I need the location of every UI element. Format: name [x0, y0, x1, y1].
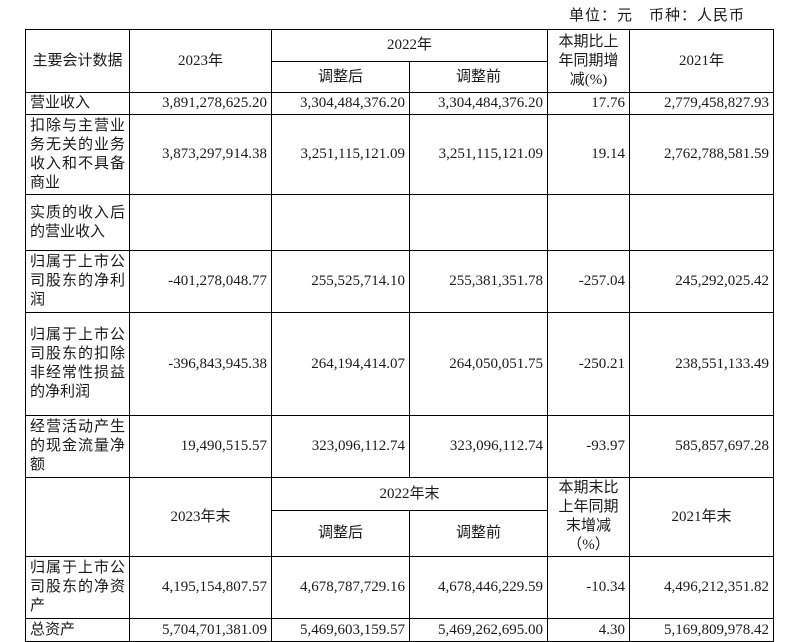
cell-2023: -396,843,945.38 [129, 312, 272, 416]
cell-adjusted-before: 4,678,446,229.59 [408, 556, 549, 619]
cell-change: -257.04 [547, 250, 631, 313]
header-adjusted-after: 调整后 [271, 510, 410, 557]
row-label: 实质的收入后的营业收入 [25, 194, 130, 251]
header-adjusted-after: 调整后 [271, 61, 410, 93]
header-row-4: 调整后 调整前 [26, 510, 774, 557]
unit-currency-label: 单位：元 币种：人民币 [568, 8, 745, 24]
table-row-net-profit: 归属于上市公司股东的净利润 -401,278,048.77 255,525,71… [25, 250, 775, 313]
header-2023-end: 2023年末 [129, 477, 272, 557]
key-accounting-data-table: 主要会计数据 2023年 2022年 本期比上年同期增减(%) 2021年 调整… [25, 29, 775, 642]
header-2022-group: 2022年 [270, 29, 549, 62]
cell-adjusted-after: 323,096,112.74 [271, 415, 410, 478]
row-label: 归属于上市公司股东的净利润 [25, 250, 130, 313]
cell-2021: 2,762,788,581.59 [629, 114, 775, 195]
header-main-indicators: 主要会计数据 [25, 29, 130, 93]
cell-2023: 19,490,515.57 [129, 415, 272, 478]
cell-adjusted-before: 323,096,112.74 [408, 415, 549, 478]
cell-adjusted-after: 3,304,484,376.20 [271, 92, 410, 115]
header-adjusted-before: 调整前 [408, 61, 549, 93]
cell-adjusted-before: 3,251,115,121.09 [408, 114, 549, 195]
cell-change: 17.76 [547, 92, 631, 115]
cell-adjusted-after: 5,469,603,159.57 [271, 618, 410, 642]
row-label: 营业收入 [25, 92, 130, 115]
cell-adjusted-before: 5,469,262,695.00 [408, 618, 549, 642]
header-2022-end-group: 2022年末 [270, 476, 549, 512]
cell-adjusted-before: 255,381,351.78 [408, 250, 549, 313]
header-yoy-change: 本期比上年同期增减(%) [547, 29, 631, 93]
row-label: 扣除与主营业务无关的业务收入和不具备商业 [25, 114, 130, 195]
cell-adjusted-after: 3,251,115,121.09 [271, 114, 410, 195]
table-row-revenue: 营业收入 3,891,278,625.20 3,304,484,376.20 3… [25, 92, 775, 115]
cell-change [547, 194, 631, 251]
table-row-revenue-excl-part2: 实质的收入后的营业收入 [25, 194, 775, 251]
cell-2021 [629, 194, 775, 251]
header-row-3: 2023年末 2022年末 本期末比上年同期末增减（%） 2021年末 [25, 476, 775, 557]
cell-2023: 4,195,154,807.57 [129, 556, 272, 619]
header-2021: 2021年 [629, 29, 775, 93]
table-row-operating-cash-flow: 经营活动产生的现金流量净额 19,490,515.57 323,096,112.… [25, 415, 775, 478]
header-row-1: 主要会计数据 2023年 2022年 本期比上年同期增减(%) 2021年 [25, 29, 775, 93]
cell-2021: 238,551,133.49 [629, 312, 775, 416]
cell-change: 4.30 [547, 618, 631, 642]
cell-2023 [129, 194, 272, 251]
cell-2023: 3,891,278,625.20 [129, 92, 272, 115]
header-2021-end: 2021年末 [629, 477, 775, 557]
cell-2021: 5,169,809,978.42 [629, 618, 775, 642]
row-label: 归属于上市公司股东的净资产 [25, 556, 130, 619]
row-label: 总资产 [25, 618, 130, 642]
cell-adjusted-before [408, 194, 549, 251]
header-blank [25, 477, 130, 557]
cell-adjusted-after: 264,194,414.07 [271, 312, 410, 416]
cell-change: 19.14 [547, 114, 631, 195]
cell-2023: -401,278,048.77 [129, 250, 272, 313]
cell-2023: 3,873,297,914.38 [129, 114, 272, 195]
row-label: 经营活动产生的现金流量净额 [25, 415, 130, 478]
table-row-net-profit-excl-nonrecurring: 归属于上市公司股东的扣除非经常性损益的净利润 -396,843,945.38 2… [25, 312, 775, 416]
table-row-revenue-excl-part1: 扣除与主营业务无关的业务收入和不具备商业 3,873,297,914.38 3,… [25, 114, 775, 195]
row-label: 归属于上市公司股东的扣除非经常性损益的净利润 [25, 312, 130, 416]
cell-2021: 585,857,697.28 [629, 415, 775, 478]
cell-change: -10.34 [547, 556, 631, 619]
table-row-net-assets: 归属于上市公司股东的净资产 4,195,154,807.57 4,678,787… [25, 556, 775, 619]
header-adjusted-before: 调整前 [408, 510, 549, 557]
cell-adjusted-before: 264,050,051.75 [408, 312, 549, 416]
cell-2021: 245,292,025.42 [629, 250, 775, 313]
table-row-total-assets: 总资产 5,704,701,381.09 5,469,603,159.57 5,… [25, 618, 775, 642]
header-row-2: 调整后 调整前 [26, 61, 774, 93]
cell-change: -250.21 [547, 312, 631, 416]
cell-adjusted-after [271, 194, 410, 251]
cell-adjusted-after: 255,525,714.10 [271, 250, 410, 313]
header-2023: 2023年 [129, 29, 272, 93]
cell-change: -93.97 [547, 415, 631, 478]
cell-adjusted-after: 4,678,787,729.16 [271, 556, 410, 619]
cell-2021: 2,779,458,827.93 [629, 92, 775, 115]
header-yoy-end-change: 本期末比上年同期末增减（%） [547, 477, 631, 557]
cell-2023: 5,704,701,381.09 [129, 618, 272, 642]
cell-2021: 4,496,212,351.82 [629, 556, 775, 619]
cell-adjusted-before: 3,304,484,376.20 [408, 92, 549, 115]
